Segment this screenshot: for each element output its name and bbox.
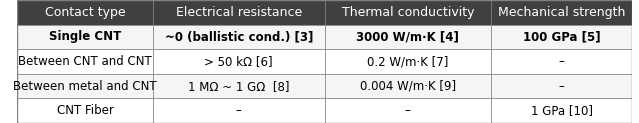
Bar (17, 49, 153, 74)
Bar (17, 25, 153, 49)
Bar (153, 25, 325, 49)
Bar (491, 0, 632, 25)
Text: 3000 W/m·K [4]: 3000 W/m·K [4] (357, 30, 459, 43)
Bar (325, 0, 491, 25)
Text: –: – (405, 104, 411, 117)
Text: Mechanical strength: Mechanical strength (498, 6, 625, 19)
Bar (491, 25, 632, 49)
Text: 0.2 W/m·K [7]: 0.2 W/m·K [7] (367, 55, 449, 68)
Text: –: – (558, 55, 564, 68)
Bar (325, 25, 491, 49)
Text: –: – (236, 104, 242, 117)
Bar (325, 98, 491, 123)
Text: 1 MΩ ~ 1 GΩ  [8]: 1 MΩ ~ 1 GΩ [8] (188, 80, 289, 93)
Text: ~0 (ballistic cond.) [3]: ~0 (ballistic cond.) [3] (164, 30, 313, 43)
Bar (17, 0, 153, 25)
Text: Electrical resistance: Electrical resistance (176, 6, 302, 19)
Text: CNT Fiber: CNT Fiber (56, 104, 113, 117)
Bar (153, 0, 325, 25)
Text: 1 GPa [10]: 1 GPa [10] (530, 104, 592, 117)
Bar (491, 49, 632, 74)
Text: Contact type: Contact type (45, 6, 125, 19)
Text: 100 GPa [5]: 100 GPa [5] (523, 30, 601, 43)
Bar (491, 74, 632, 98)
Text: –: – (558, 80, 564, 93)
Text: Thermal conductivity: Thermal conductivity (342, 6, 474, 19)
Text: Single CNT: Single CNT (49, 30, 121, 43)
Text: 0.004 W/m·K [9]: 0.004 W/m·K [9] (360, 80, 456, 93)
Text: Between CNT and CNT: Between CNT and CNT (18, 55, 152, 68)
Bar (491, 98, 632, 123)
Bar (153, 49, 325, 74)
Text: > 50 kΩ [6]: > 50 kΩ [6] (204, 55, 273, 68)
Text: Between metal and CNT: Between metal and CNT (13, 80, 157, 93)
Bar (153, 98, 325, 123)
Bar (325, 49, 491, 74)
Bar (325, 74, 491, 98)
Bar (17, 98, 153, 123)
Bar (17, 74, 153, 98)
Bar (153, 74, 325, 98)
